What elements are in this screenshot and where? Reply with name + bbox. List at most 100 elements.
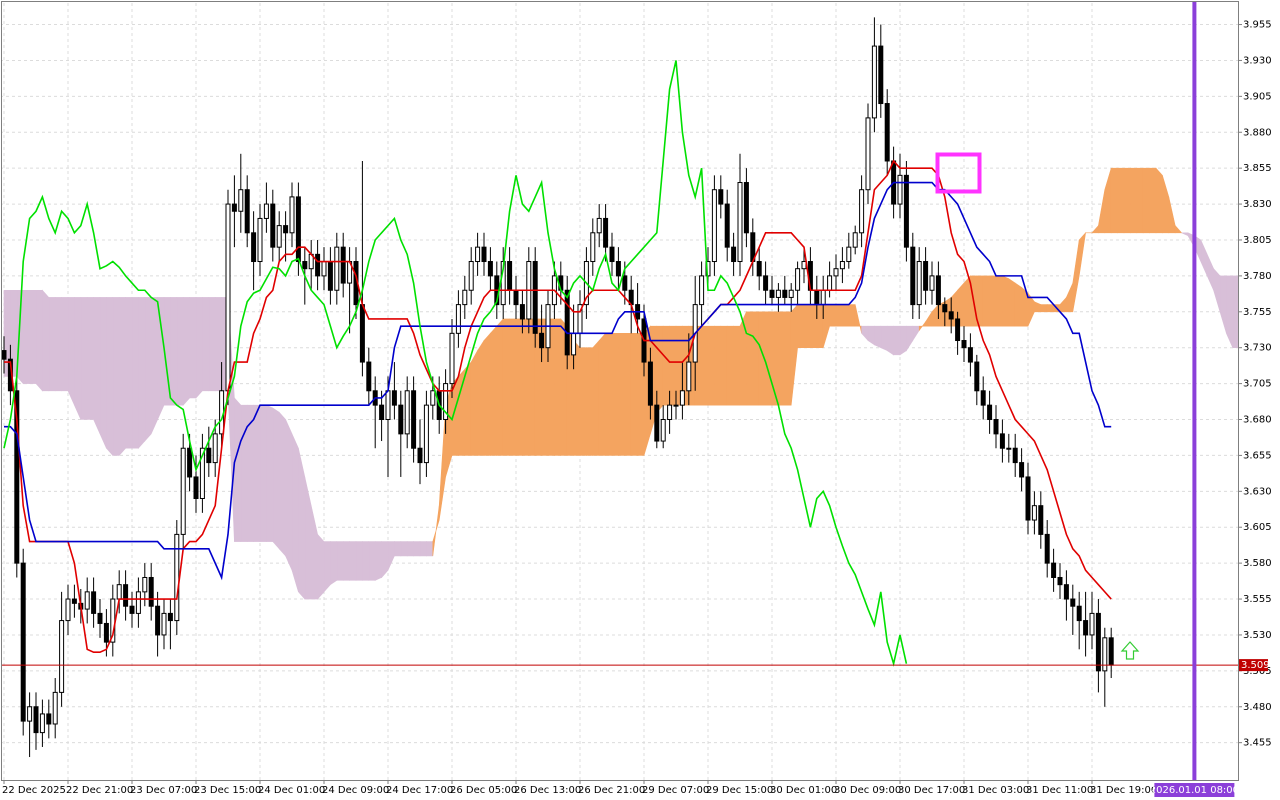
candle-body bbox=[1089, 612, 1095, 636]
cloud-segment bbox=[61, 297, 69, 392]
cloud-segment bbox=[752, 311, 760, 406]
cloud-segment bbox=[1040, 304, 1048, 313]
cloud-segment bbox=[803, 304, 811, 348]
cloud-segment bbox=[598, 332, 606, 456]
cloud-segment bbox=[413, 541, 421, 557]
candle-body bbox=[718, 189, 724, 205]
candle-body bbox=[142, 576, 148, 593]
cloud-segment bbox=[93, 297, 101, 434]
candle-body bbox=[955, 318, 961, 342]
y-tick-label: 3.930 bbox=[1243, 55, 1272, 66]
cloud-segment bbox=[291, 433, 299, 592]
candle-body bbox=[699, 275, 705, 306]
axes: 3.455 3.480 3.505 3.530 3.555 3.580 3.605 3.630… bbox=[2, 20, 1272, 797]
candle-body bbox=[1083, 620, 1089, 636]
candle-body bbox=[487, 261, 493, 277]
candle-body bbox=[756, 261, 762, 277]
cloud-segment bbox=[490, 325, 498, 456]
candle-body bbox=[14, 390, 20, 564]
candle-body bbox=[27, 706, 33, 722]
candle-body bbox=[398, 404, 404, 435]
candle-body bbox=[391, 390, 397, 406]
cloud-segment bbox=[144, 297, 152, 442]
cloud-segment bbox=[208, 297, 216, 392]
candle-body bbox=[743, 182, 749, 234]
y-tick-label: 3.705 bbox=[1243, 379, 1272, 390]
candle-body bbox=[1044, 533, 1050, 564]
candle-body bbox=[724, 203, 730, 248]
cloud-segment bbox=[67, 297, 75, 406]
candle-body bbox=[980, 390, 986, 406]
cloud-segment bbox=[835, 304, 843, 327]
candle-body bbox=[468, 261, 474, 291]
candle-body bbox=[257, 217, 263, 263]
candle-body bbox=[443, 383, 449, 421]
candle-body bbox=[129, 605, 135, 614]
cloud-segment bbox=[1078, 231, 1087, 276]
cloud-segment bbox=[739, 311, 747, 406]
y-tick-label: 3.830 bbox=[1243, 199, 1272, 210]
candle-body bbox=[1095, 612, 1101, 672]
candle-body bbox=[1063, 584, 1069, 600]
candle-body bbox=[1057, 576, 1063, 586]
cloud-segment bbox=[1002, 275, 1010, 327]
cloud-segment bbox=[829, 304, 837, 327]
cloud-segment bbox=[157, 297, 165, 420]
candle-body bbox=[103, 622, 109, 643]
cloud-segment bbox=[189, 297, 197, 399]
cloud-segment bbox=[349, 541, 357, 581]
candle-body bbox=[884, 103, 890, 162]
candle-body bbox=[91, 591, 97, 614]
candle-body bbox=[539, 332, 545, 349]
candle-body bbox=[1006, 447, 1012, 450]
cloud-segment bbox=[362, 541, 370, 581]
candle-body bbox=[871, 45, 877, 119]
cloud-segment bbox=[1130, 167, 1138, 234]
cloud-segment bbox=[515, 318, 523, 456]
candle-body bbox=[449, 332, 455, 385]
candle-body bbox=[71, 598, 77, 604]
candle-body bbox=[999, 433, 1005, 449]
candle-body bbox=[1025, 476, 1031, 521]
price-label: 3.509 bbox=[1241, 660, 1270, 671]
candle-body bbox=[852, 232, 858, 248]
cloud-segment bbox=[330, 541, 338, 586]
y-tick-label: 3.455 bbox=[1243, 738, 1272, 749]
cloud-segment bbox=[419, 541, 427, 557]
y-tick-label: 3.905 bbox=[1243, 91, 1272, 102]
candle-body bbox=[161, 612, 167, 636]
cloud-segment bbox=[1117, 167, 1125, 234]
candle-body bbox=[225, 203, 231, 392]
cloud-segment bbox=[1149, 167, 1157, 234]
candle-body bbox=[673, 404, 679, 407]
x-tick-label: 22 Dec 2025 bbox=[2, 785, 66, 796]
candle-body bbox=[603, 217, 609, 248]
candle-body bbox=[33, 706, 39, 734]
cloud-segment bbox=[176, 297, 184, 406]
candle-body bbox=[1070, 598, 1076, 607]
candle-body bbox=[974, 361, 980, 392]
cloud-segment bbox=[86, 297, 94, 420]
cloud-segment bbox=[1155, 167, 1163, 234]
highlight-box bbox=[935, 152, 982, 194]
candle-body bbox=[647, 361, 653, 406]
candle-body bbox=[769, 289, 775, 298]
cloud-segment bbox=[253, 404, 261, 542]
cloud-segment bbox=[592, 339, 600, 456]
candle-body bbox=[46, 713, 52, 725]
candle-body bbox=[251, 232, 257, 263]
cloud-segment bbox=[746, 311, 754, 406]
candle-body bbox=[859, 189, 865, 234]
cloud-segment bbox=[586, 347, 594, 456]
x-tick-label: 29 Dec 07:00 bbox=[642, 785, 709, 796]
cloud-segment bbox=[995, 275, 1003, 327]
candle-body bbox=[84, 591, 90, 610]
candle-body bbox=[430, 390, 436, 406]
cloud-segment bbox=[170, 297, 178, 406]
cloud-segment bbox=[266, 404, 274, 542]
cloud-segment bbox=[99, 297, 107, 449]
candle-body bbox=[199, 447, 205, 499]
price-label-box bbox=[1239, 659, 1268, 672]
